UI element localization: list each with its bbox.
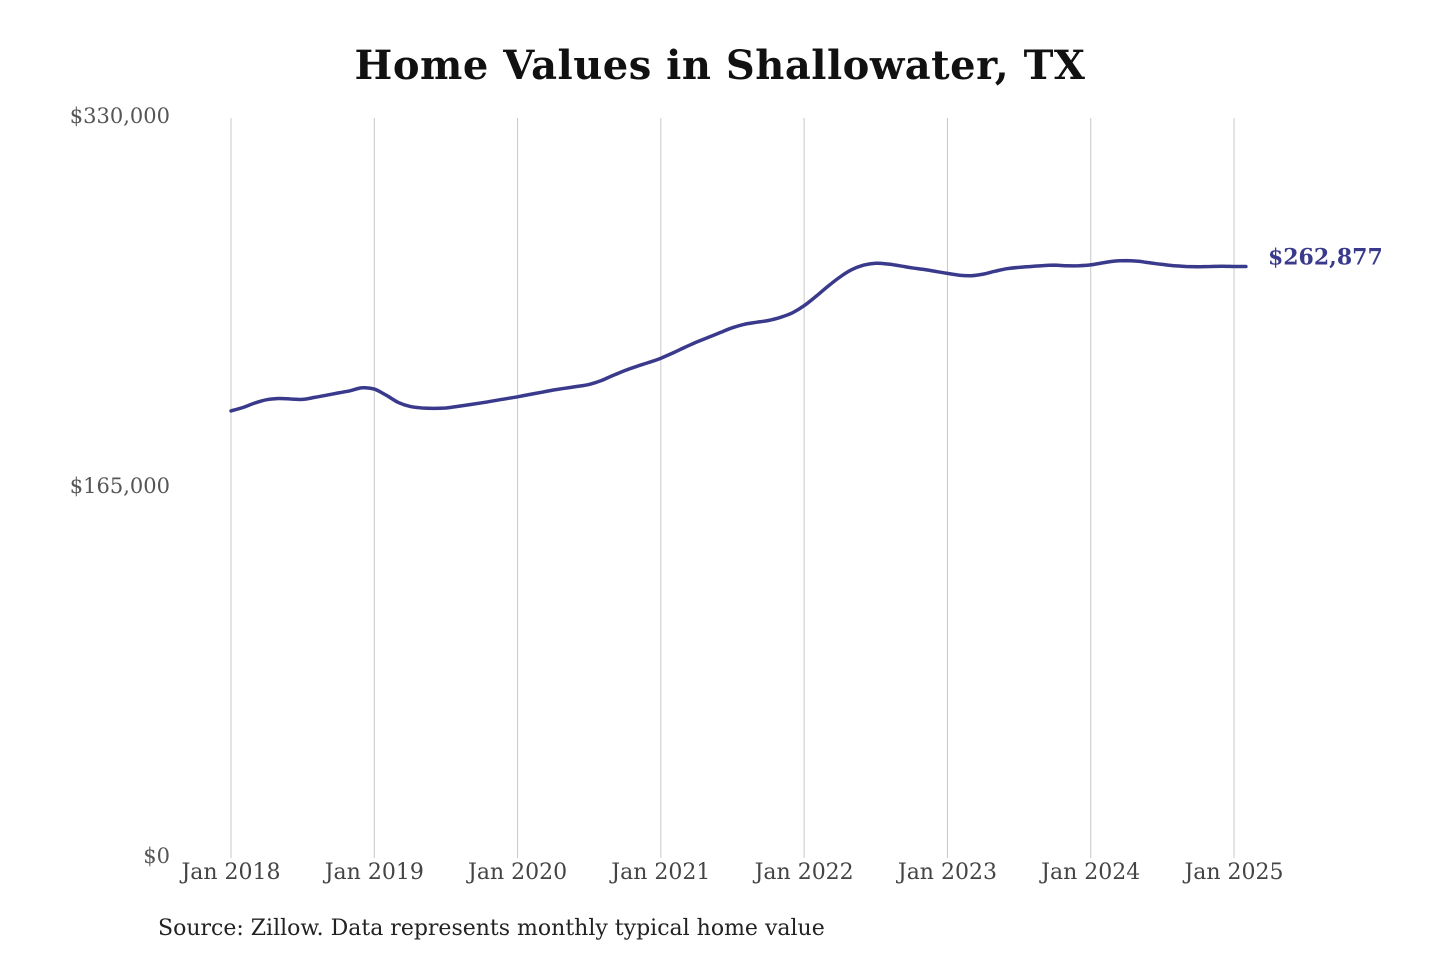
gridlines — [230, 118, 1235, 858]
x-axis-ticks: Jan 2018 Jan 2019 Jan 2020 Jan 2021 Jan 2022… — [179, 860, 1283, 885]
x-tick-label: Jan 2021 — [609, 860, 710, 885]
source-note: Source: Zillow. Data represents monthly … — [158, 916, 825, 941]
x-tick-label: Jan 2024 — [1039, 860, 1140, 885]
y-axis-ticks: $0 $165,000 $330,000 — [70, 104, 170, 868]
x-tick-label: Jan 2020 — [466, 860, 567, 885]
end-labels: $262,877 — [1268, 245, 1383, 271]
x-tick-label: Jan 2019 — [323, 860, 424, 885]
x-tick-label: Jan 2025 — [1182, 860, 1283, 885]
x-tick-label: Jan 2023 — [896, 860, 997, 885]
y-tick-label: $330,000 — [70, 104, 170, 128]
series-line-home-value — [229, 258, 1248, 413]
x-tick-label: Jan 2018 — [179, 860, 280, 885]
y-tick-label: $165,000 — [70, 474, 170, 498]
y-tick-label: $0 — [143, 844, 170, 868]
end-value-label: $262,877 — [1268, 245, 1383, 271]
chart-title: Home Values in Shallowater, TX — [354, 42, 1086, 89]
x-tick-label: Jan 2022 — [753, 860, 854, 885]
series — [229, 258, 1248, 413]
